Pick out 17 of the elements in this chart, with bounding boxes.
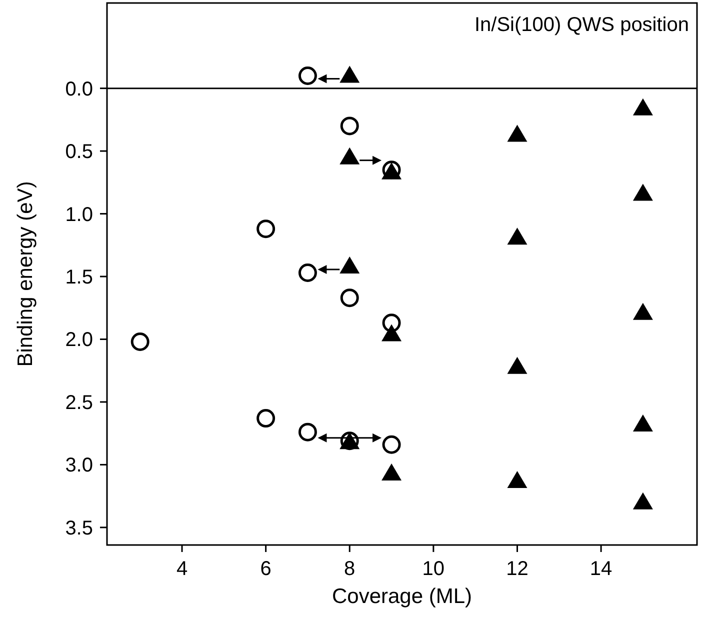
y-tick-label: 3.5 — [65, 517, 93, 540]
x-tick-label: 12 — [506, 558, 528, 580]
x-tick-label: 14 — [590, 558, 612, 580]
x-tick-label: 6 — [260, 558, 272, 580]
x-axis-title: Coverage (ML) — [332, 585, 472, 608]
text: In/Si(100) QWS position — [474, 14, 689, 36]
y-tick-label: 2.5 — [65, 392, 93, 414]
y-tick-label: 0.0 — [65, 78, 93, 100]
y-tick-label: 2.0 — [65, 329, 93, 352]
y-tick-label: 1.5 — [65, 266, 93, 289]
y-tick-label: 0.5 — [65, 141, 93, 164]
x-tick-label: 8 — [344, 558, 356, 580]
y-axis-title: Binding energy (eV) — [14, 181, 37, 367]
y-tick-label: 3.0 — [65, 454, 93, 477]
x-tick-label: 4 — [176, 558, 188, 580]
y-tick-label: 1.0 — [65, 204, 93, 226]
x-tick-label: 10 — [422, 558, 445, 580]
